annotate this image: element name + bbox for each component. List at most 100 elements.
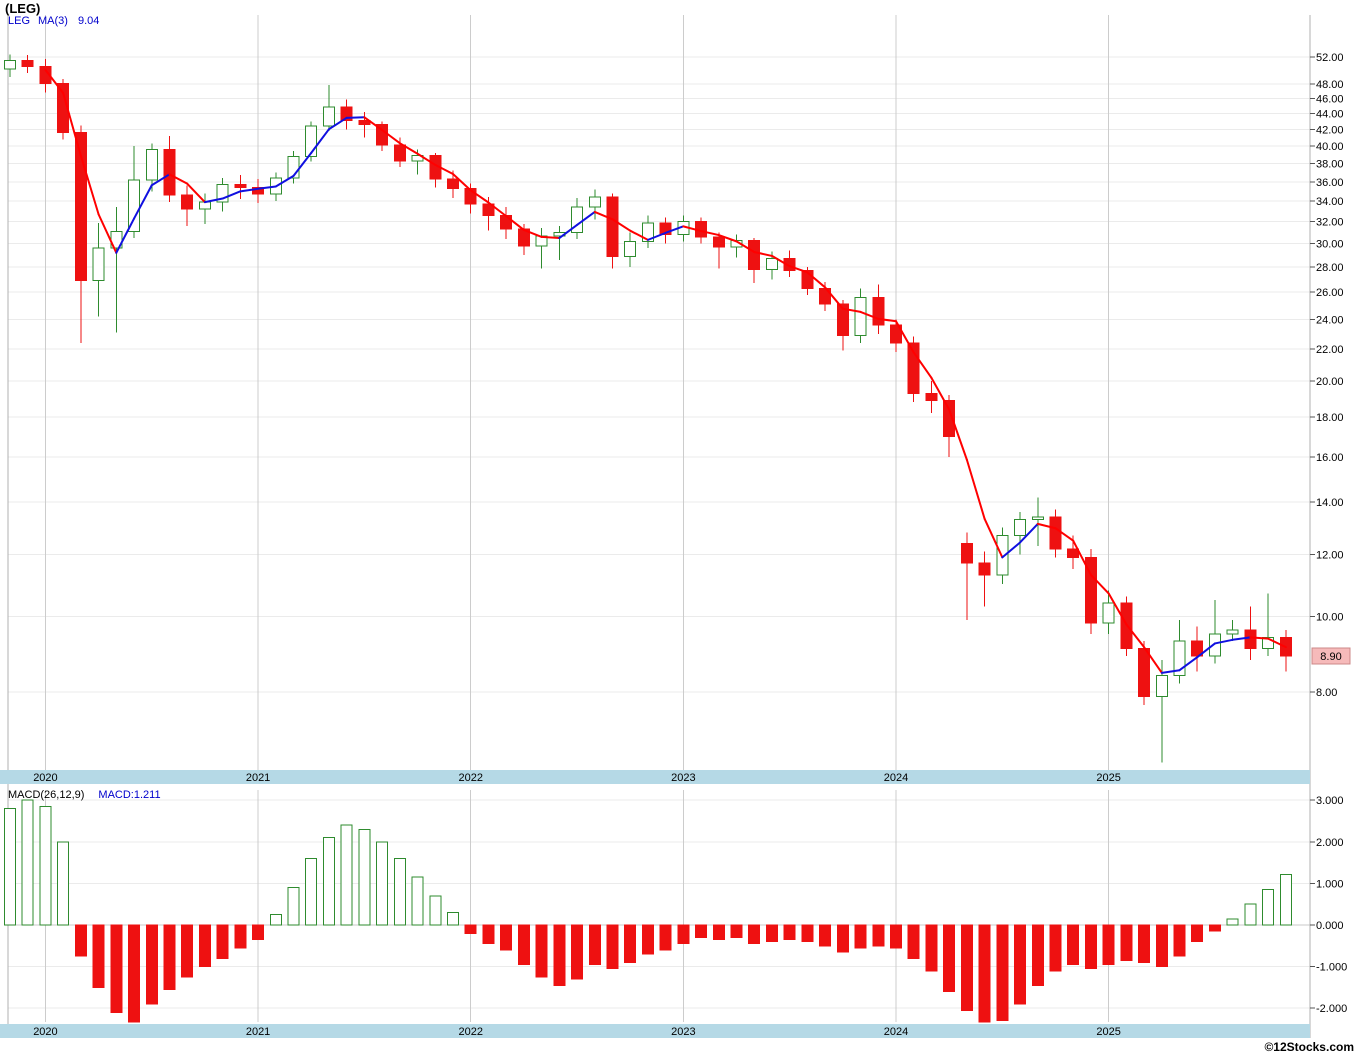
macd-bar (854, 924, 867, 949)
candle-body (198, 201, 211, 210)
macd-bar (1279, 874, 1292, 926)
candle-body (57, 82, 70, 134)
candle-body (836, 303, 849, 336)
macd-bar (606, 924, 619, 970)
candle-body (1208, 633, 1221, 657)
ma-segment (363, 116, 384, 132)
macd-bar (890, 924, 902, 949)
macd-bar (429, 895, 442, 926)
macd-bar (376, 841, 389, 926)
price-tick-label: 34.00 (1316, 196, 1344, 208)
year-label: 2021 (246, 1026, 270, 1038)
ma-segment (44, 68, 65, 94)
ma-segment (930, 376, 951, 411)
ma-segment (1143, 646, 1163, 674)
ma-segment (735, 240, 756, 254)
price-tick-label: 38.00 (1316, 158, 1344, 170)
macd-bar (943, 924, 956, 993)
candle-body (1155, 675, 1168, 697)
candle-body (1031, 516, 1044, 521)
ma-segment (292, 151, 313, 177)
candle-body (1244, 629, 1257, 649)
candle-body (872, 296, 885, 326)
macd-histogram (4, 799, 1292, 1023)
macd-tick-label: -1.000 (1316, 962, 1347, 974)
macd-tick-label: -2.000 (1316, 1003, 1347, 1015)
macd-bar (482, 924, 495, 945)
ma-segment (1107, 592, 1128, 626)
candle-body (624, 240, 637, 257)
candle-body (393, 144, 406, 162)
macd-bar (1191, 924, 1204, 943)
price-tick-label: 40.00 (1316, 141, 1344, 153)
macd-tick-label: 3.000 (1316, 795, 1344, 807)
candle-body (305, 125, 318, 157)
macd-bar (1120, 924, 1133, 961)
ma-segment (1089, 573, 1110, 595)
candle-body (252, 186, 265, 195)
candle-body (1084, 556, 1097, 624)
macd-bar (358, 828, 371, 926)
candlesticks (4, 54, 1292, 763)
ma-segment (1125, 623, 1146, 649)
candle-body (464, 187, 477, 205)
macd-bar (1049, 924, 1062, 972)
ma-segment (753, 251, 773, 257)
price-tick-label: 36.00 (1316, 177, 1344, 189)
ma-segment (700, 230, 720, 237)
x-axis-band-main (0, 770, 1310, 784)
ma-segment (434, 163, 454, 176)
candle-body (482, 203, 495, 216)
ma-segment (487, 201, 508, 218)
ma-segment (1019, 522, 1039, 544)
macd-axis: 3.000 2.000 1.000 0.000 -1.000 -2.000 (1310, 795, 1347, 1015)
price-tick-label: 26.00 (1316, 287, 1344, 299)
ma-segment (186, 182, 206, 204)
macd-bar (872, 924, 885, 947)
ma-segment (168, 173, 189, 185)
macd-bar (801, 924, 814, 943)
macd-bar (198, 924, 211, 968)
macd-bar (1226, 918, 1239, 926)
year-label: 2022 (458, 772, 482, 784)
candle-body (1226, 629, 1239, 635)
ma-segment (540, 235, 561, 240)
candle-body (535, 235, 548, 247)
candle-body (801, 270, 814, 289)
macd-tick-label: 1.000 (1316, 878, 1344, 890)
x-axis-band-macd (0, 1024, 1310, 1038)
macd-bar (57, 841, 70, 926)
ma-segment (912, 351, 933, 379)
macd-bar (1155, 924, 1168, 968)
chart-title: (LEG) (5, 1, 41, 16)
ma-segment (310, 128, 330, 154)
ma-segment (824, 286, 844, 310)
main-legend: LEG MA(3) 9.04 (8, 15, 99, 27)
candle-body (588, 196, 601, 208)
macd-bar (1067, 924, 1080, 966)
price-tick-label: 20.00 (1316, 376, 1344, 388)
macd-bar (340, 824, 353, 926)
macd-tick-label: 2.000 (1316, 837, 1344, 849)
candle-body (21, 59, 34, 67)
candle-body (4, 59, 16, 70)
candle-body (216, 184, 229, 203)
ma-segment (877, 317, 897, 323)
candle-body (358, 120, 371, 126)
macd-bar (907, 924, 920, 959)
ma-value: 9.04 (77, 15, 100, 27)
ma-segment (1267, 637, 1287, 649)
macd-value-label: MACD:1.211 (98, 789, 161, 801)
macd-bar (252, 924, 265, 941)
candle-body (606, 196, 619, 257)
ma-segment (895, 320, 915, 354)
macd-bar (1208, 924, 1221, 932)
ma-segment (664, 225, 685, 234)
macd-bar (1102, 924, 1115, 966)
ma-segment (381, 129, 401, 145)
ma-label: MA(3) (38, 15, 68, 27)
macd-bar (836, 924, 849, 953)
macd-bar (677, 924, 690, 945)
year-label: 2025 (1096, 1026, 1120, 1038)
